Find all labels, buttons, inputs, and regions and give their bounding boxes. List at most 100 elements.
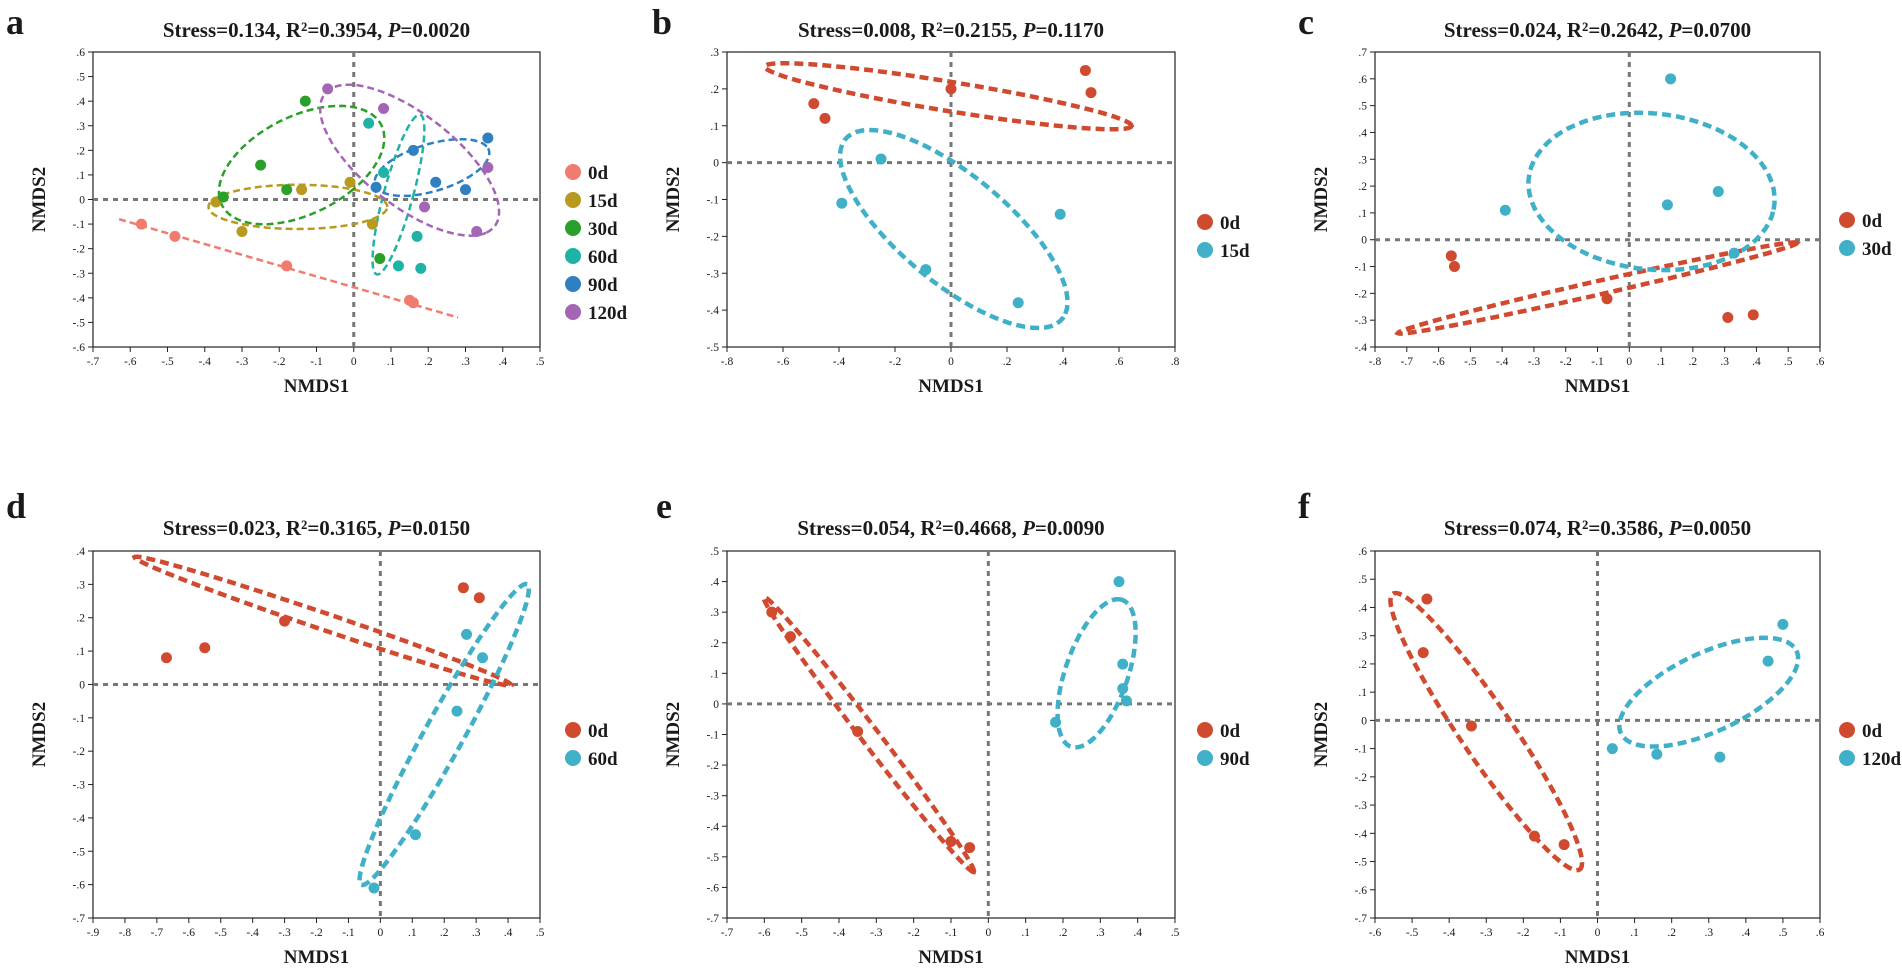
x-axis-label: NMDS1 [1565, 947, 1630, 968]
point-0d [1448, 261, 1460, 273]
x-tick-label: -.5 [1406, 927, 1419, 939]
y-axis-label: NMDS2 [663, 167, 684, 232]
x-tick-label: .2 [1667, 927, 1676, 939]
x-tick-label: -.2 [1517, 927, 1530, 939]
title-p-value: =0.1170 [1035, 18, 1104, 42]
y-tick-label: .3 [1358, 154, 1367, 166]
x-tick-label: .3 [1720, 356, 1729, 368]
point-120d [322, 83, 334, 95]
x-tick-label: -.7 [151, 927, 164, 939]
y-tick-label: .1 [1358, 687, 1367, 699]
x-tick-label: .3 [461, 356, 470, 368]
y-tick-label: .2 [1358, 181, 1367, 193]
point-120d [1651, 748, 1663, 760]
point-15d [296, 184, 308, 196]
x-tick-label: -.5 [795, 927, 808, 939]
point-30d [1712, 185, 1724, 197]
ellipse-120d [318, 83, 501, 237]
y-tick-label: -.6 [73, 880, 86, 892]
point-60d [368, 882, 380, 894]
point-0d [964, 842, 976, 854]
x-tick-label: .1 [1657, 356, 1666, 368]
title-p-value: =0.0050 [1681, 516, 1751, 540]
ellipse-0d [1394, 240, 1801, 336]
ellipse-30d [217, 104, 386, 226]
y-tick-label: -.4 [707, 821, 720, 833]
title-p-symbol: P [387, 18, 401, 42]
x-tick-label: -.7 [721, 927, 734, 939]
x-tick-label: .5 [1779, 927, 1788, 939]
plot-frame [1374, 51, 1821, 348]
point-15d [920, 264, 932, 276]
y-tick-label: .1 [76, 170, 85, 182]
legend-label-30d: 30d [588, 219, 618, 240]
ellipse-120d [1617, 635, 1801, 749]
y-tick-label: .6 [76, 47, 85, 59]
y-tick-label: 0 [79, 195, 85, 207]
legend-label-90d: 90d [1220, 749, 1250, 770]
y-axis-label: NMDS2 [29, 167, 50, 232]
y-axis-label: NMDS2 [1311, 167, 1332, 232]
x-tick-label: .1 [387, 356, 396, 368]
title-p-symbol: P [1021, 516, 1035, 540]
point-0d [784, 631, 796, 643]
point-90d [482, 132, 494, 144]
y-tick-label: .5 [710, 546, 719, 558]
legend-marker-60d [565, 750, 581, 766]
x-tick-label: .6 [1816, 356, 1825, 368]
point-120d [378, 103, 390, 115]
x-tick-label: .2 [1059, 927, 1068, 939]
panel-letter: f [1298, 486, 1311, 526]
y-tick-label: .7 [1358, 47, 1367, 59]
y-tick-label: .3 [1358, 631, 1367, 643]
y-tick-label: -.5 [73, 846, 86, 858]
panel-letter: b [652, 2, 672, 42]
point-15d [366, 218, 378, 230]
point-0d [945, 83, 957, 95]
y-tick-label: .4 [76, 96, 85, 108]
x-tick-label: -.5 [161, 356, 174, 368]
x-tick-label: .5 [536, 927, 545, 939]
point-15d [236, 225, 248, 237]
point-60d [461, 628, 473, 640]
y-tick-label: .2 [710, 84, 719, 96]
plot-frame [726, 550, 1176, 919]
y-tick-label: .4 [1358, 127, 1367, 139]
y-tick-label: .3 [76, 121, 85, 133]
title-p-symbol: P [1668, 18, 1682, 42]
point-0d [808, 98, 820, 110]
plot-frame [92, 550, 541, 919]
legend-label-90d: 90d [588, 275, 618, 296]
x-tick-label: -.4 [246, 927, 259, 939]
x-tick-label: -.8 [1369, 356, 1382, 368]
legend-marker-15d [1197, 242, 1213, 258]
point-30d [1661, 199, 1673, 211]
y-tick-label: -.3 [707, 268, 720, 280]
title-p-symbol: P [1022, 18, 1036, 42]
legend-marker-0d [1197, 214, 1213, 230]
x-tick-label: .4 [1059, 356, 1068, 368]
x-tick-label: .4 [1133, 927, 1142, 939]
title-p-symbol: P [1668, 516, 1682, 540]
ellipse-0d [761, 594, 977, 875]
panel-c: c Stress=0.024, R²=0.2642, P=0.0700 -.8 -.7… [1298, 2, 1892, 397]
y-tick-label: -.1 [73, 713, 86, 725]
title-stats: Stress=0.024, R²=0.2642, [1444, 18, 1669, 42]
legend-marker-90d [565, 276, 581, 292]
point-120d [1606, 743, 1618, 755]
point-0d [1085, 87, 1097, 99]
legend-label-120d: 120d [588, 303, 628, 324]
x-axis-label: NMDS1 [284, 947, 349, 968]
x-tick-label: -.4 [833, 356, 846, 368]
point-30d [1728, 247, 1740, 259]
y-tick-label: -.2 [1355, 288, 1368, 300]
y-tick-label: -.2 [73, 244, 86, 256]
y-tick-label: -.6 [73, 342, 86, 354]
y-tick-label: .4 [710, 577, 719, 589]
y-tick-label: .3 [710, 607, 719, 619]
point-0d [160, 652, 172, 664]
y-tick-label: .1 [1358, 208, 1367, 220]
x-tick-label: -.9 [87, 927, 100, 939]
panel-letter: d [6, 486, 26, 526]
point-0d [1421, 593, 1433, 605]
